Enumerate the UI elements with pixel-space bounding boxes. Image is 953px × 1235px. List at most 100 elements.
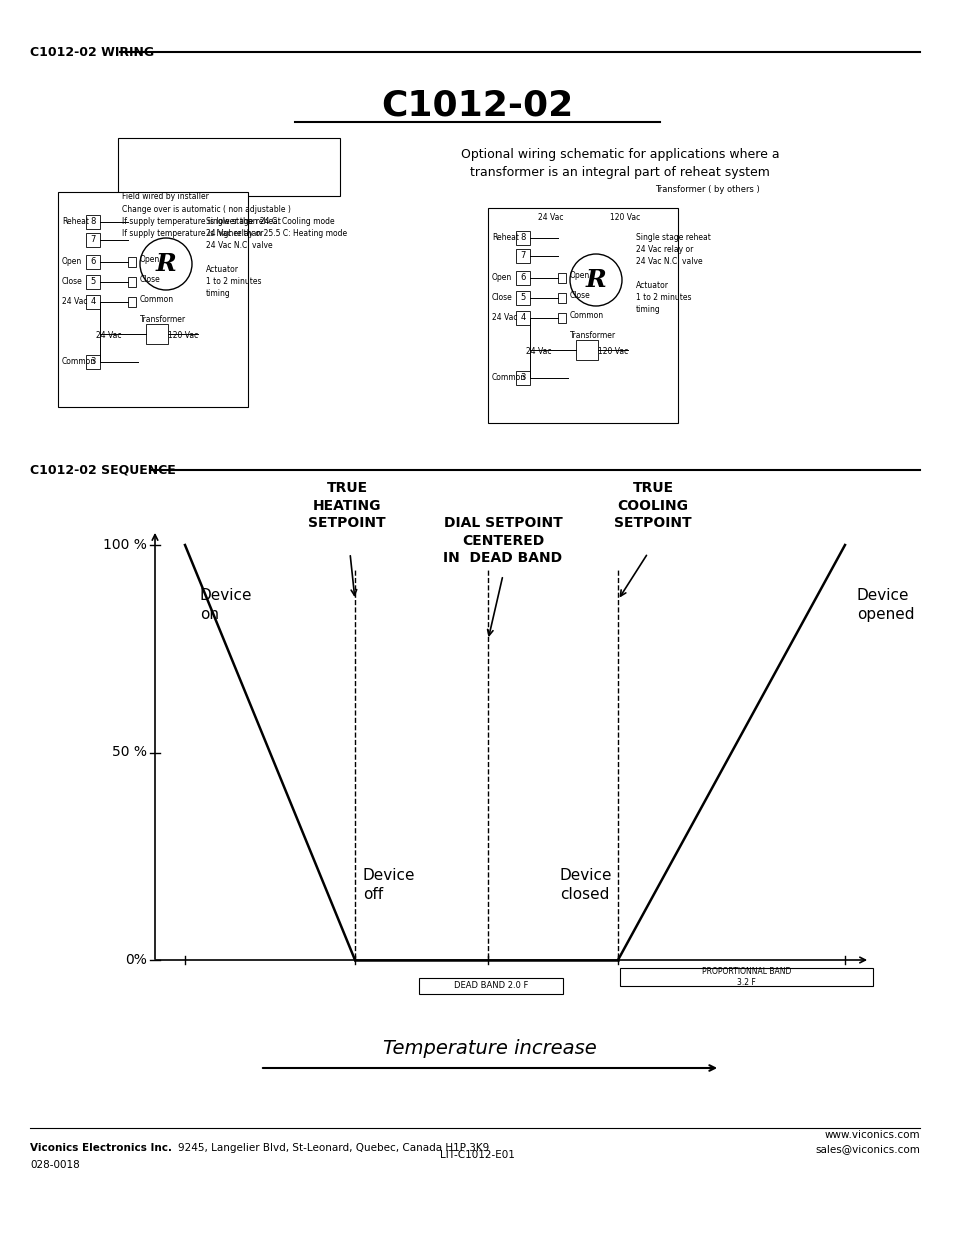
- Bar: [118, 138, 339, 196]
- Text: 120 Vac: 120 Vac: [168, 331, 198, 340]
- Text: Viconics Electronics Inc.: Viconics Electronics Inc.: [30, 1144, 172, 1153]
- Text: 24 Vac relay or: 24 Vac relay or: [636, 246, 693, 254]
- Text: 24 Vac relay or: 24 Vac relay or: [206, 230, 263, 238]
- Bar: [558, 293, 565, 303]
- Text: 24 Vac: 24 Vac: [62, 298, 88, 306]
- Bar: [128, 296, 136, 308]
- Text: Field wired by installer
Change over is automatic ( non adjustable )
If supply t: Field wired by installer Change over is …: [122, 191, 347, 238]
- Text: R: R: [585, 268, 606, 291]
- Text: 6: 6: [91, 258, 95, 267]
- Text: 24 Vac: 24 Vac: [492, 314, 517, 322]
- Bar: [516, 370, 530, 385]
- Text: timing: timing: [206, 289, 231, 299]
- Text: Close: Close: [492, 294, 512, 303]
- Text: 4: 4: [519, 314, 525, 322]
- Bar: [516, 249, 530, 263]
- Text: Open: Open: [62, 258, 82, 267]
- Bar: [146, 324, 168, 345]
- Text: Reheat: Reheat: [62, 217, 89, 226]
- Text: 5: 5: [519, 294, 525, 303]
- Bar: [488, 207, 678, 424]
- Text: PROPORTIONNAL BAND
3.2 F: PROPORTIONNAL BAND 3.2 F: [701, 967, 790, 987]
- Bar: [86, 254, 100, 269]
- Text: 3: 3: [91, 357, 95, 367]
- Text: TRUE
HEATING
SETPOINT: TRUE HEATING SETPOINT: [308, 482, 385, 530]
- Text: 7: 7: [91, 236, 95, 245]
- Text: DIAL SETPOINT
CENTERED
IN  DEAD BAND: DIAL SETPOINT CENTERED IN DEAD BAND: [443, 516, 562, 564]
- Bar: [558, 273, 565, 283]
- Text: Open: Open: [569, 272, 590, 280]
- Text: 24 Vac: 24 Vac: [525, 347, 551, 356]
- Text: R: R: [155, 252, 176, 275]
- Text: 100 %: 100 %: [103, 538, 147, 552]
- Text: Device
closed: Device closed: [559, 868, 612, 902]
- Bar: [558, 312, 565, 324]
- Text: 120 Vac: 120 Vac: [598, 347, 628, 356]
- Bar: [516, 311, 530, 325]
- Text: 5: 5: [91, 278, 95, 287]
- Text: Device
off: Device off: [363, 868, 416, 902]
- Text: 3: 3: [519, 373, 525, 383]
- Bar: [86, 233, 100, 247]
- Text: 24 Vac N.C. valve: 24 Vac N.C. valve: [636, 258, 702, 267]
- Text: 7: 7: [519, 252, 525, 261]
- Text: 0%: 0%: [125, 953, 147, 967]
- Text: LIT-C1012-E01: LIT-C1012-E01: [439, 1150, 514, 1160]
- Bar: [58, 191, 248, 408]
- Text: 24 Vac: 24 Vac: [537, 214, 563, 222]
- Text: Device
on: Device on: [200, 588, 253, 621]
- Text: Optional wiring schematic for applications where a
transformer is an integral pa: Optional wiring schematic for applicatio…: [460, 148, 779, 179]
- Text: Transformer ( by others ): Transformer ( by others ): [655, 185, 759, 194]
- Text: DEAD BAND 2.0 F: DEAD BAND 2.0 F: [454, 982, 528, 990]
- Text: Transformer: Transformer: [140, 315, 186, 325]
- Text: 1 to 2 minutes: 1 to 2 minutes: [636, 294, 691, 303]
- Bar: [516, 231, 530, 245]
- Text: 24 Vac N.C. valve: 24 Vac N.C. valve: [206, 242, 273, 251]
- Text: Common: Common: [569, 311, 603, 321]
- Bar: [86, 215, 100, 228]
- Text: Common: Common: [62, 357, 96, 367]
- Text: Single stage reheat: Single stage reheat: [636, 233, 710, 242]
- Text: 8: 8: [91, 217, 95, 226]
- Text: Common: Common: [492, 373, 525, 383]
- Text: TRUE
COOLING
SETPOINT: TRUE COOLING SETPOINT: [614, 482, 691, 530]
- Text: www.viconics.com
sales@viconics.com: www.viconics.com sales@viconics.com: [814, 1130, 919, 1153]
- Text: C1012-02: C1012-02: [380, 88, 573, 122]
- Text: C1012-02 SEQUENCE: C1012-02 SEQUENCE: [30, 463, 175, 477]
- Bar: [516, 291, 530, 305]
- Bar: [128, 257, 136, 267]
- Text: Actuator: Actuator: [206, 266, 239, 274]
- Text: 6: 6: [519, 273, 525, 283]
- Bar: [86, 275, 100, 289]
- Text: 8: 8: [519, 233, 525, 242]
- Text: 1 to 2 minutes: 1 to 2 minutes: [206, 278, 261, 287]
- Text: Close: Close: [569, 291, 590, 300]
- Bar: [86, 295, 100, 309]
- Circle shape: [569, 254, 621, 306]
- Text: Temperature increase: Temperature increase: [383, 1039, 597, 1057]
- Text: Close: Close: [62, 278, 83, 287]
- Text: 24 Vac: 24 Vac: [96, 331, 121, 340]
- Text: Open: Open: [492, 273, 512, 283]
- Text: Single stage reheat: Single stage reheat: [206, 217, 280, 226]
- Text: 50 %: 50 %: [112, 746, 147, 760]
- Text: Reheat: Reheat: [492, 233, 518, 242]
- Text: 028-0018: 028-0018: [30, 1160, 80, 1170]
- Text: Close: Close: [140, 275, 161, 284]
- Text: 120 Vac: 120 Vac: [609, 214, 639, 222]
- Text: Actuator: Actuator: [636, 282, 668, 290]
- Text: Device
opened: Device opened: [856, 588, 914, 621]
- Text: Open: Open: [140, 256, 160, 264]
- Text: C1012-02 WIRING: C1012-02 WIRING: [30, 46, 154, 58]
- Bar: [576, 340, 598, 359]
- Bar: [418, 978, 562, 994]
- Circle shape: [140, 238, 192, 290]
- Bar: [619, 968, 872, 986]
- Text: 4: 4: [91, 298, 95, 306]
- Bar: [86, 354, 100, 369]
- Bar: [128, 277, 136, 287]
- Bar: [516, 270, 530, 285]
- Text: 9245, Langelier Blvd, St-Leonard, Quebec, Canada H1P 3K9: 9245, Langelier Blvd, St-Leonard, Quebec…: [178, 1144, 489, 1153]
- Text: timing: timing: [636, 305, 660, 315]
- Text: Common: Common: [140, 295, 174, 305]
